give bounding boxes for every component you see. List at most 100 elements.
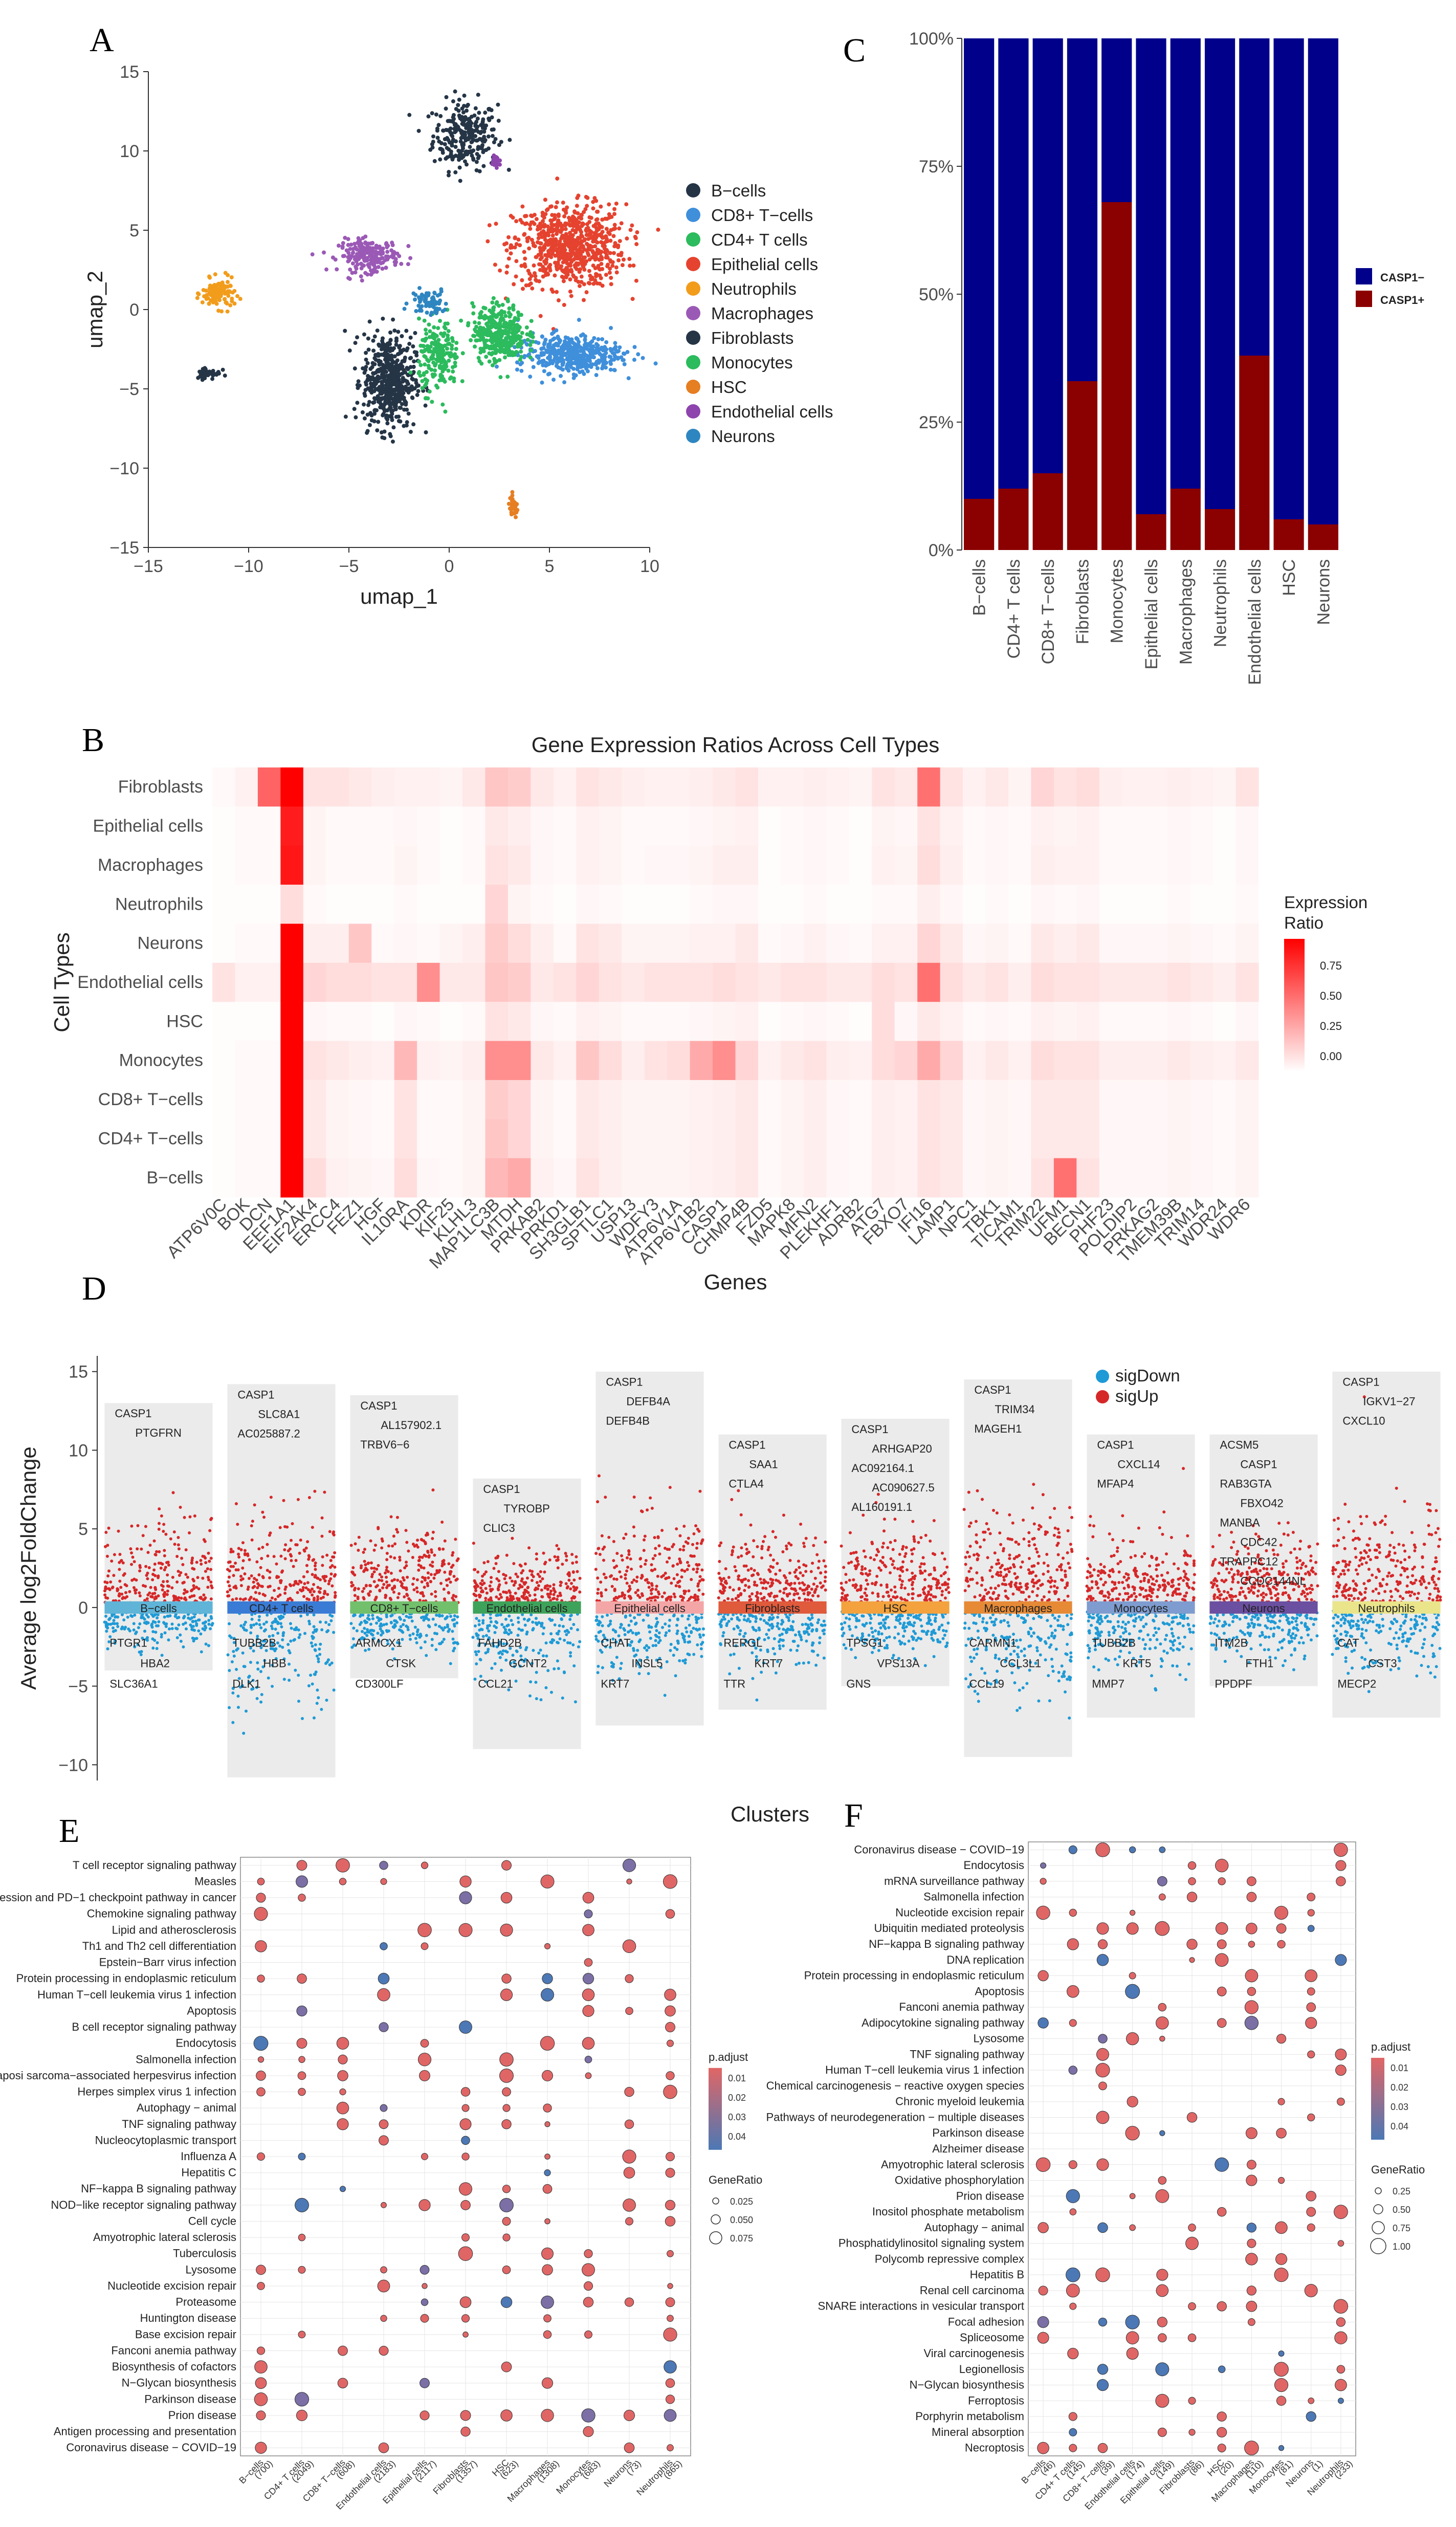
umap-point [443,325,447,329]
umap-point [355,335,359,339]
heatmap-cell [986,1158,1009,1198]
umap-point [534,278,538,282]
legend-key [1356,268,1372,284]
umap-point [476,333,480,337]
umap-point [406,367,410,371]
sigup-point [207,1576,210,1579]
sigup-point [185,1548,188,1551]
sigdown-point [319,1620,322,1623]
umap-point [506,235,511,239]
umap-point [489,344,493,348]
umap-point [387,364,391,368]
sigdown-point [313,1717,316,1720]
sigup-point [239,1575,242,1578]
bar-casp1-neg [1067,38,1097,381]
sigup-point [248,1577,251,1580]
umap-point [403,356,407,360]
umap-point [567,363,571,367]
sigdown-point [311,1682,314,1685]
heatmap-cell [1076,767,1099,807]
umap-point [405,420,409,424]
x-axis-title: Genes [704,1270,767,1294]
umap-point [548,269,553,273]
sigup-point [454,1595,457,1598]
sigdown-point [116,1615,119,1618]
umap-point [369,382,373,386]
sigup-point [183,1581,186,1584]
umap-point [434,113,438,117]
sigup-point [357,1587,360,1590]
sigup-point [138,1591,141,1594]
umap-point [571,367,576,371]
up-gene-label: PTGFRN [135,1426,181,1439]
heatmap-cell [895,1080,918,1119]
sigdown-point [241,1652,245,1655]
umap-point [346,243,350,247]
umap-point [524,283,528,288]
sigdown-point [333,1688,336,1691]
sigup-point [104,1531,107,1534]
umap-point [447,173,451,178]
heatmap-cell [940,846,963,885]
umap-point [634,279,638,283]
umap-point [494,222,498,226]
umap-point [376,420,380,424]
sigdown-point [327,1658,330,1661]
umap-point [399,406,403,410]
umap-point [554,353,558,357]
sigup-point [201,1555,204,1558]
sigup-point [131,1556,135,1559]
heatmap-cell [826,1119,849,1158]
umap-point [470,140,474,144]
heatmap-cell [1099,806,1122,846]
umap-point [406,262,410,266]
heatmap-cell [1213,1119,1236,1158]
umap-point [405,301,409,305]
umap-point [507,502,511,506]
heatmap-cell [303,963,326,1002]
sigdown-point [207,1644,210,1647]
umap-point [612,347,616,351]
umap-point [565,357,569,361]
umap-point [484,355,488,359]
umap-point [504,329,509,333]
heatmap-cell [1122,1158,1145,1198]
umap-point [565,270,569,274]
legend-title: Ratio [1284,913,1323,932]
umap-point [385,421,389,425]
umap-point [476,93,480,97]
sigdown-point [133,1622,136,1625]
bar-casp1-neg [1205,38,1235,509]
heatmap-cell [1122,885,1145,924]
umap-point [394,415,399,419]
heatmap-cell [212,924,235,963]
heatmap-cell [258,846,281,885]
sigdown-point [278,1644,281,1647]
umap-point [215,371,219,376]
heatmap-cell [599,1158,622,1198]
umap-point [584,259,588,263]
sigup-point [284,1543,287,1546]
sigup-point [323,1592,326,1595]
sigdown-point [258,1618,261,1621]
sigup-point [173,1543,177,1546]
sigup-point [158,1522,161,1525]
umap-point [531,241,535,245]
umap-point [406,346,410,350]
umap-point [607,202,611,206]
sigup-point [303,1550,306,1553]
umap-point [560,354,564,358]
umap-point [415,384,419,388]
bar-casp1-pos [1205,509,1235,550]
heatmap-cell [963,1119,986,1158]
umap-point [579,230,583,234]
umap-point [430,357,434,361]
y-tick-label: 25% [919,413,954,432]
umap-point [488,360,492,364]
heatmap-cell [1099,963,1122,1002]
sigdown-point [307,1684,311,1687]
heatmap-cell [1190,1158,1214,1198]
umap-point [386,388,390,392]
heatmap-cell [440,846,463,885]
sigdown-point [242,1665,246,1668]
